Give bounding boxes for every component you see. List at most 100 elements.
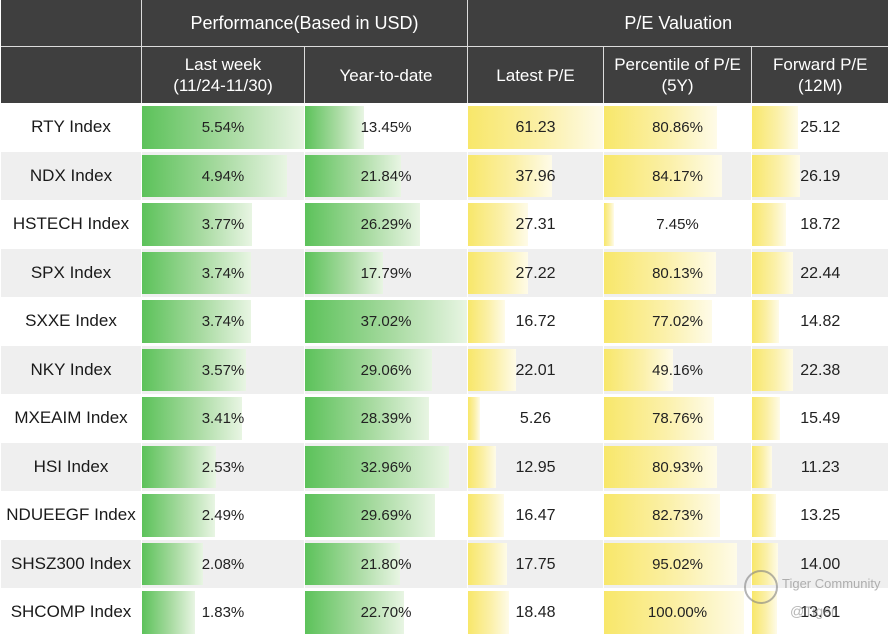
value-latest-pe: 5.26 — [520, 410, 551, 427]
cell-last-week: 4.94% — [142, 152, 305, 201]
index-name: HSI Index — [1, 443, 142, 492]
col-header-percentile-label: Percentile of P/E — [614, 55, 741, 74]
cell-ytd: 22.70% — [305, 588, 468, 637]
value-ytd: 28.39% — [361, 410, 412, 427]
col-header-ytd: Year-to-date — [305, 47, 468, 104]
cell-forward-pe: 18.72 — [752, 200, 888, 249]
value-latest-pe: 37.96 — [515, 168, 555, 185]
value-latest-pe: 18.48 — [515, 604, 555, 621]
value-percentile: 84.17% — [652, 168, 703, 185]
index-name: SPX Index — [1, 249, 142, 298]
cell-percentile: 82.73% — [604, 491, 752, 540]
value-ytd: 29.06% — [361, 362, 412, 379]
cell-last-week: 3.77% — [142, 200, 305, 249]
cell-ytd: 32.96% — [305, 443, 468, 492]
bar-latest-pe — [468, 494, 504, 537]
cell-last-week: 3.74% — [142, 297, 305, 346]
group-header-performance: Performance(Based in USD) — [142, 0, 468, 47]
value-latest-pe: 16.72 — [515, 313, 555, 330]
cell-forward-pe: 22.38 — [752, 346, 888, 395]
value-forward-pe: 14.00 — [800, 556, 840, 573]
cell-percentile: 77.02% — [604, 297, 752, 346]
cell-last-week: 3.74% — [142, 249, 305, 298]
bar-latest-pe — [468, 446, 496, 489]
value-forward-pe: 22.44 — [800, 265, 840, 282]
col-header-last-week-sub: (11/24-11/30) — [173, 76, 273, 95]
value-percentile: 77.02% — [652, 313, 703, 330]
value-percentile: 100.00% — [648, 604, 707, 621]
bar-forward-pe — [752, 155, 800, 198]
table-row: SXXE Index 3.74% 37.02% 16.72 77.02% 14.82 — [1, 297, 888, 346]
value-ytd: 37.02% — [361, 313, 412, 330]
bar-last-week — [142, 591, 195, 634]
cell-latest-pe: 12.95 — [468, 443, 604, 492]
value-percentile: 80.13% — [652, 265, 703, 282]
value-ytd: 32.96% — [361, 459, 412, 476]
cell-latest-pe: 17.75 — [468, 540, 604, 589]
bar-forward-pe — [752, 494, 776, 537]
index-name: SHSZ300 Index — [1, 540, 142, 589]
cell-percentile: 7.45% — [604, 200, 752, 249]
value-percentile: 7.45% — [656, 216, 699, 233]
value-ytd: 13.45% — [361, 119, 412, 136]
cell-forward-pe: 22.44 — [752, 249, 888, 298]
header-corner-2 — [1, 47, 142, 104]
cell-ytd: 28.39% — [305, 394, 468, 443]
value-latest-pe: 22.01 — [515, 362, 555, 379]
cell-ytd: 13.45% — [305, 103, 468, 152]
cell-ytd: 29.06% — [305, 346, 468, 395]
cell-ytd: 26.29% — [305, 200, 468, 249]
value-last-week: 1.83% — [202, 604, 245, 621]
col-header-last-week: Last week (11/24-11/30) — [142, 47, 305, 104]
value-last-week: 3.74% — [202, 313, 245, 330]
value-percentile: 82.73% — [652, 507, 703, 524]
cell-ytd: 37.02% — [305, 297, 468, 346]
cell-percentile: 49.16% — [604, 346, 752, 395]
cell-percentile: 80.13% — [604, 249, 752, 298]
index-name: NDUEEGF Index — [1, 491, 142, 540]
bar-forward-pe — [752, 349, 793, 392]
bar-last-week — [142, 543, 203, 586]
col-header-forward-pe-label: Forward P/E — [773, 55, 867, 74]
value-forward-pe: 13.25 — [800, 507, 840, 524]
value-latest-pe: 16.47 — [515, 507, 555, 524]
cell-forward-pe: 15.49 — [752, 394, 888, 443]
index-name: SXXE Index — [1, 297, 142, 346]
col-header-percentile-sub: (5Y) — [661, 76, 693, 95]
cell-last-week: 3.57% — [142, 346, 305, 395]
value-forward-pe: 18.72 — [800, 216, 840, 233]
cell-ytd: 21.80% — [305, 540, 468, 589]
value-percentile: 80.86% — [652, 119, 703, 136]
cell-latest-pe: 61.23 — [468, 103, 604, 152]
cell-percentile: 78.76% — [604, 394, 752, 443]
cell-forward-pe: 14.82 — [752, 297, 888, 346]
value-percentile: 78.76% — [652, 410, 703, 427]
cell-latest-pe: 27.31 — [468, 200, 604, 249]
bar-forward-pe — [752, 300, 779, 343]
value-percentile: 49.16% — [652, 362, 703, 379]
value-ytd: 21.84% — [361, 168, 412, 185]
value-forward-pe: 22.38 — [800, 362, 840, 379]
cell-latest-pe: 37.96 — [468, 152, 604, 201]
value-forward-pe: 14.82 — [800, 313, 840, 330]
cell-percentile: 100.00% — [604, 588, 752, 637]
col-header-forward-pe-sub: (12M) — [798, 76, 842, 95]
bar-forward-pe — [752, 446, 772, 489]
value-last-week: 4.94% — [202, 168, 245, 185]
value-latest-pe: 17.75 — [515, 556, 555, 573]
cell-last-week: 3.41% — [142, 394, 305, 443]
header-corner — [1, 0, 142, 47]
watermark-brand: Tiger Community — [782, 576, 880, 591]
value-last-week: 3.41% — [202, 410, 245, 427]
group-header-valuation: P/E Valuation — [468, 0, 888, 47]
cell-percentile: 80.93% — [604, 443, 752, 492]
bar-forward-pe — [752, 203, 786, 246]
